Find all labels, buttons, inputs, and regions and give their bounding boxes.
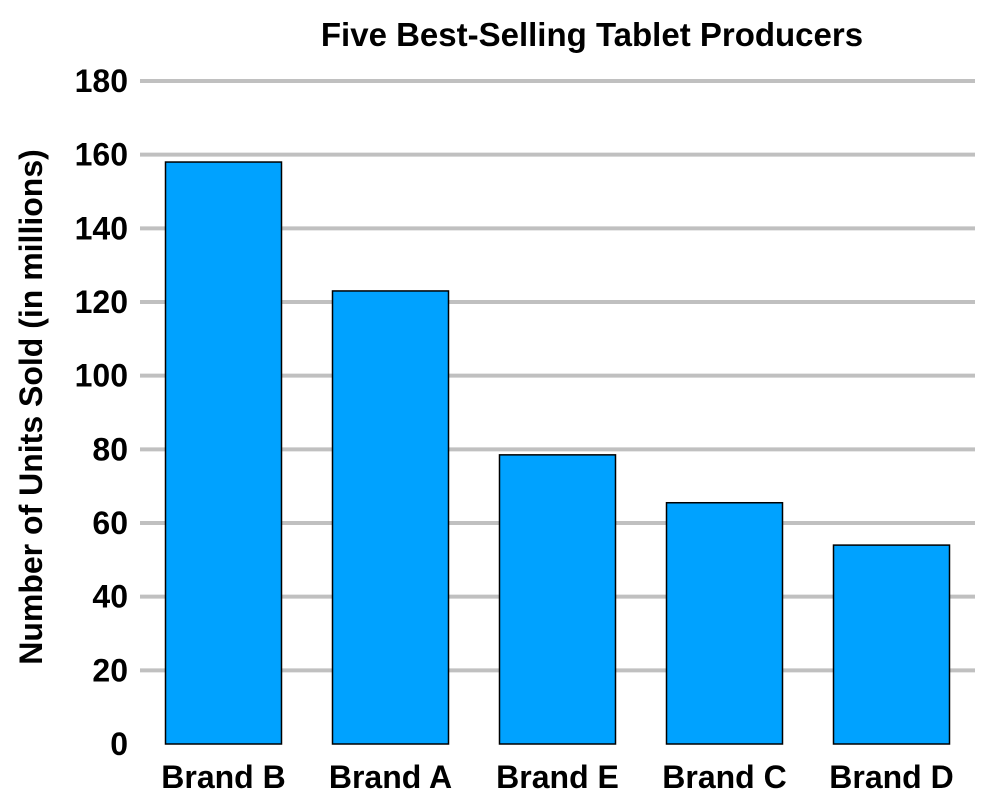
bar-brand-d <box>832 544 951 745</box>
y-tick-label: 60 <box>92 505 128 541</box>
y-tick-label: 20 <box>92 652 128 688</box>
x-tick-label: Brand C <box>662 759 786 795</box>
x-tick-label: Brand E <box>496 759 619 795</box>
y-tick-labels: 0 20 40 60 80 100 120 140 160 180 <box>75 63 128 762</box>
x-tick-label: Brand D <box>829 759 953 795</box>
x-tick-label: Brand B <box>161 759 285 795</box>
y-tick-label: 120 <box>75 284 128 320</box>
x-tick-label: Brand A <box>329 759 452 795</box>
y-tick-label: 40 <box>92 579 128 615</box>
bar-brand-a <box>331 290 450 745</box>
y-tick-label: 0 <box>110 726 128 762</box>
y-tick-label: 160 <box>75 137 128 173</box>
bar-brand-e <box>498 454 617 745</box>
y-tick-label: 80 <box>92 431 128 467</box>
chart-title: Five Best-Selling Tablet Producers <box>321 16 863 53</box>
x-tick-labels: Brand B Brand A Brand E Brand C Brand D <box>161 759 953 795</box>
bar-brand-c <box>665 501 784 745</box>
y-tick-label: 180 <box>75 63 128 99</box>
bars <box>164 161 951 745</box>
y-axis-label: Number of Units Sold (in millions) <box>13 149 49 665</box>
y-tick-label: 140 <box>75 210 128 246</box>
y-tick-label: 100 <box>75 358 128 394</box>
bar-brand-b <box>164 161 283 745</box>
